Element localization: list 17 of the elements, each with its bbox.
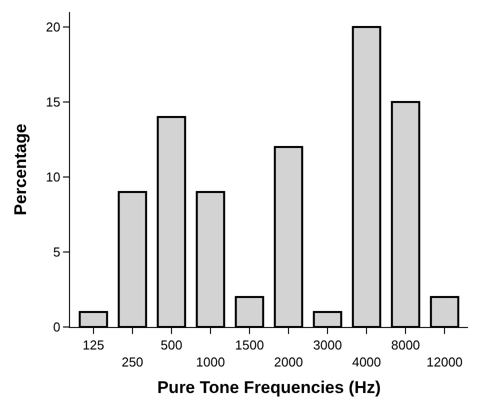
x-axis-title: Pure Tone Frequencies (Hz) [157,378,381,397]
x-tick-label: 4000 [352,354,382,370]
y-tick-label: 10 [46,170,60,185]
x-tick-label: 500 [160,338,182,353]
x-tick-label: 2000 [274,354,303,370]
x-tick-label: 12000 [426,354,463,370]
y-tick-label: 0 [53,320,60,335]
y-tick-label: 15 [46,94,60,110]
x-tick-label: 250 [122,354,144,370]
x-tick-label: 8000 [391,338,420,353]
x-tick-label: 3000 [313,338,342,353]
x-tick-label: 1000 [196,354,225,370]
y-tick-label: 20 [46,20,60,35]
x-tick-label: 1500 [235,338,264,353]
y-tick-label: 5 [53,244,60,260]
x-tick-label: 125 [82,338,104,353]
y-axis-title: Percentage [11,124,30,216]
